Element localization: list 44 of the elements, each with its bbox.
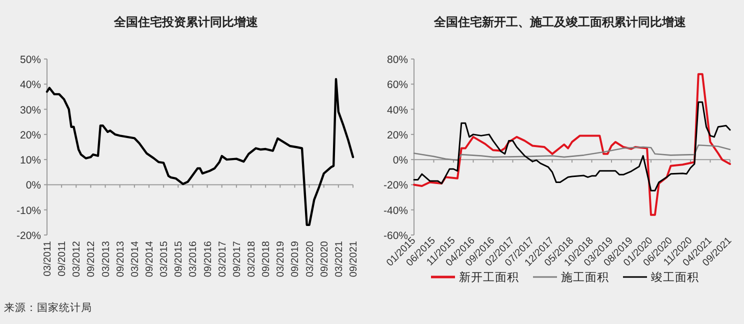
y-tick-label: 10% xyxy=(20,154,41,167)
x-tick-label: 03/2013 xyxy=(100,240,112,278)
x-tick-label: 09/2018 xyxy=(261,240,272,278)
x-tick-label: 03/2014 xyxy=(130,240,141,278)
x-tick-label: 03/2011 xyxy=(42,240,54,276)
x-tick-label: 09/2014 xyxy=(144,240,156,278)
y-tick-label: -10% xyxy=(16,204,41,217)
x-tick-label: 03/2017 xyxy=(217,240,228,278)
x-tick-label: 09/2020 xyxy=(319,240,330,278)
y-tick-label: 0% xyxy=(26,180,41,192)
y-tick-label: 40% xyxy=(20,79,41,92)
x-tick-label: 03/2020 xyxy=(304,240,316,278)
x-tick-label: 09/2015 xyxy=(174,240,185,278)
x-tick-label: 09/2019 xyxy=(290,240,302,278)
chart-title: 全国住宅新开工、施工及竣工面积累计同比增速 xyxy=(433,15,687,29)
y-tick-label: 40% xyxy=(386,104,408,116)
legend-label: 施工面积 xyxy=(561,271,609,284)
x-tick-label: 03/2019 xyxy=(276,240,287,278)
y-tick-label: 80% xyxy=(386,54,408,66)
y-tick-label: 20% xyxy=(386,129,408,142)
y-tick-label: -20% xyxy=(16,230,41,242)
x-tick-label: 09/2021 xyxy=(348,240,360,278)
x-tick-label: 03/2018 xyxy=(246,240,258,278)
y-tick-label: 0% xyxy=(392,154,408,167)
x-tick-label: 09/2011 xyxy=(57,240,68,276)
y-tick-label: 30% xyxy=(20,104,41,116)
y-tick-label: 20% xyxy=(20,129,41,142)
y-tick-label: -40% xyxy=(383,204,408,217)
chart-title: 全国住宅投资累计同比增速 xyxy=(113,15,259,29)
x-tick-label: 09/2012 xyxy=(86,240,98,278)
x-tick-label: 03/2012 xyxy=(72,240,83,278)
y-tick-label: -20% xyxy=(383,180,408,192)
x-tick-label: 09/2013 xyxy=(115,240,126,278)
legend-label: 新开工面积 xyxy=(459,270,519,284)
x-tick-label: 03/2015 xyxy=(159,240,170,278)
x-tick-label: 03/2021 xyxy=(334,240,345,278)
legend-label: 竣工面积 xyxy=(651,271,699,284)
source-note: 来源：国家统计局 xyxy=(4,301,92,314)
x-tick-label: 09/2017 xyxy=(232,240,243,278)
x-tick-label: 09/2016 xyxy=(202,240,214,278)
y-tick-label: 60% xyxy=(386,79,408,92)
x-tick-label: 03/2016 xyxy=(188,240,200,278)
y-tick-label: 50% xyxy=(20,54,41,66)
y-tick-label: -60% xyxy=(383,230,408,242)
